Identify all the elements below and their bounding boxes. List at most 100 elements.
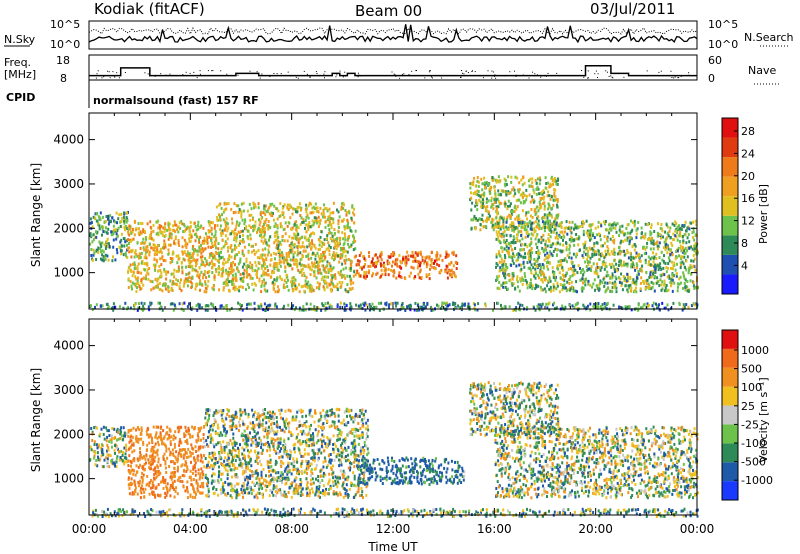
heatmap-cell: [186, 252, 189, 256]
heatmap-cell: [346, 274, 349, 278]
heatmap-cell: [530, 282, 532, 285]
cpid-label: CPID: [6, 91, 35, 104]
heatmap-cell: [587, 267, 590, 271]
heatmap-cell: [525, 188, 528, 192]
heatmap-cell: [608, 231, 611, 235]
heatmap-cell: [311, 261, 313, 265]
heatmap-cell: [195, 249, 198, 253]
heatmap-cell: [410, 304, 412, 308]
heatmap-cell: [287, 278, 289, 282]
heatmap-cell: [195, 235, 198, 239]
heatmap-cell: [256, 275, 258, 279]
heatmap-cell: [326, 209, 329, 213]
heatmap-cell: [201, 255, 204, 259]
heatmap-cell: [135, 252, 138, 256]
heatmap-cell: [231, 269, 234, 273]
heatmap-cell: [294, 220, 297, 224]
heatmap-cell: [253, 227, 256, 231]
heatmap-cell: [628, 235, 631, 239]
heatmap-cell: [340, 283, 343, 287]
nave-point: [658, 71, 660, 73]
heatmap-cell: [92, 248, 95, 252]
heatmap-cell: [102, 433, 105, 436]
heatmap-cell: [424, 259, 427, 263]
heatmap-cell: [541, 196, 543, 200]
heatmap-cell: [425, 273, 428, 277]
heatmap-cell: [328, 219, 331, 223]
nave-point: [259, 77, 261, 79]
heatmap-cell: [259, 234, 261, 238]
heatmap-cell: [682, 305, 685, 309]
heatmap-cell: [345, 249, 347, 253]
heatmap-cell: [474, 190, 477, 194]
heatmap-cell: [306, 286, 309, 290]
heatmap-cell: [597, 249, 600, 253]
heatmap-cell: [527, 250, 530, 254]
heatmap-cell: [323, 288, 326, 292]
heatmap-cell: [161, 308, 164, 312]
heatmap-cell: [327, 241, 330, 245]
heatmap-cell: [326, 285, 329, 289]
heatmap-cell: [139, 287, 142, 291]
heatmap-cell: [516, 253, 518, 256]
heatmap-cell: [540, 235, 543, 239]
heatmap-cell: [502, 220, 505, 224]
heatmap-cell: [328, 207, 331, 211]
heatmap-cell: [500, 201, 503, 205]
heatmap-cell: [632, 261, 634, 265]
heatmap-cell: [531, 228, 534, 232]
heatmap-cell: [174, 230, 177, 234]
heatmap-cell: [609, 289, 612, 293]
heatmap-cell: [418, 308, 421, 312]
nave-point: [395, 75, 397, 77]
heatmap-cell: [491, 176, 494, 179]
heatmap-cell: [495, 178, 497, 182]
heatmap-cell: [235, 223, 238, 227]
heatmap-cell: [111, 427, 114, 430]
heatmap-cell: [313, 221, 316, 225]
heatmap-cell: [222, 288, 225, 292]
heatmap-cell: [642, 235, 644, 239]
heatmap-cell: [521, 221, 524, 225]
heatmap-cell: [606, 245, 609, 249]
heatmap-cell: [263, 288, 266, 292]
heatmap-cell: [479, 228, 482, 232]
heatmap-cell: [280, 260, 283, 264]
heatmap-cell: [561, 284, 564, 288]
heatmap-cell: [513, 206, 516, 210]
heatmap-cell: [173, 239, 176, 243]
heatmap-cell: [494, 223, 497, 227]
heatmap-cell: [542, 250, 545, 254]
heatmap-cell: [341, 231, 344, 235]
heatmap-cell: [551, 225, 554, 228]
heatmap-cell: [590, 223, 593, 227]
power-ylabel: Slant Range [km]: [29, 163, 43, 267]
nave-point: [212, 70, 214, 72]
heatmap-cell: [565, 248, 568, 252]
heatmap-cell: [623, 249, 626, 253]
heatmap-cell: [563, 274, 566, 278]
heatmap-cell: [258, 218, 260, 222]
heatmap-cell: [633, 248, 636, 252]
heatmap-cell: [165, 270, 167, 274]
heatmap-cell: [236, 220, 238, 224]
heatmap-cell: [252, 288, 255, 292]
heatmap-cell: [273, 267, 276, 271]
heatmap-cell: [618, 280, 621, 284]
heatmap-cell: [649, 271, 652, 275]
heatmap-cell: [607, 286, 610, 290]
heatmap-cell: [635, 255, 637, 259]
heatmap-cell: [344, 288, 347, 292]
heatmap-cell: [320, 253, 323, 257]
heatmap-cell: [485, 220, 488, 224]
heatmap-cell: [531, 284, 534, 288]
heatmap-cell: [498, 230, 500, 234]
heatmap-cell: [322, 285, 325, 289]
heatmap-cell: [603, 220, 605, 224]
heatmap-cell: [93, 454, 96, 458]
heatmap-cell: [663, 254, 665, 258]
heatmap-cell: [264, 213, 267, 217]
heatmap-cell: [186, 254, 189, 258]
heatmap-cell: [330, 305, 333, 309]
heatmap-cell: [552, 230, 555, 234]
